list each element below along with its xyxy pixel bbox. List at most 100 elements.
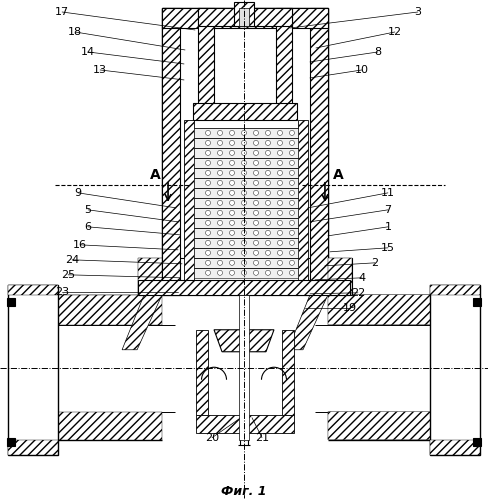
Circle shape xyxy=(278,200,283,205)
Circle shape xyxy=(278,150,283,156)
Circle shape xyxy=(278,230,283,235)
Text: 23: 23 xyxy=(55,287,69,297)
Polygon shape xyxy=(196,330,208,414)
Circle shape xyxy=(218,180,223,186)
Bar xyxy=(473,298,481,306)
Circle shape xyxy=(265,250,270,256)
Circle shape xyxy=(278,260,283,266)
Circle shape xyxy=(242,130,246,136)
Circle shape xyxy=(205,220,210,226)
Polygon shape xyxy=(239,8,249,26)
Polygon shape xyxy=(298,120,308,285)
Circle shape xyxy=(278,180,283,186)
Circle shape xyxy=(289,250,294,256)
Polygon shape xyxy=(196,414,294,432)
Circle shape xyxy=(242,250,246,256)
Circle shape xyxy=(218,240,223,246)
Circle shape xyxy=(265,270,270,276)
Circle shape xyxy=(229,180,235,186)
Text: 19: 19 xyxy=(343,303,357,313)
Circle shape xyxy=(242,220,246,226)
Circle shape xyxy=(229,250,235,256)
Text: 11: 11 xyxy=(381,188,395,198)
Circle shape xyxy=(253,190,259,196)
Circle shape xyxy=(242,150,246,156)
Text: 16: 16 xyxy=(73,240,87,250)
Circle shape xyxy=(289,220,294,226)
Circle shape xyxy=(242,210,246,216)
Circle shape xyxy=(289,160,294,166)
Text: 20: 20 xyxy=(205,432,219,442)
Circle shape xyxy=(265,140,270,145)
Circle shape xyxy=(242,180,246,186)
Polygon shape xyxy=(8,440,58,454)
Text: 8: 8 xyxy=(374,47,382,57)
Polygon shape xyxy=(193,103,297,120)
Circle shape xyxy=(205,190,210,196)
Polygon shape xyxy=(138,280,350,295)
Circle shape xyxy=(229,130,235,136)
Polygon shape xyxy=(194,218,298,228)
Circle shape xyxy=(253,260,259,266)
Circle shape xyxy=(242,160,246,166)
Circle shape xyxy=(218,170,223,175)
Circle shape xyxy=(242,190,246,196)
Circle shape xyxy=(289,190,294,196)
Circle shape xyxy=(218,210,223,216)
Circle shape xyxy=(265,220,270,226)
Circle shape xyxy=(205,230,210,235)
Circle shape xyxy=(229,220,235,226)
Circle shape xyxy=(205,160,210,166)
Polygon shape xyxy=(138,258,162,295)
Polygon shape xyxy=(288,295,328,350)
Text: 25: 25 xyxy=(61,270,75,280)
Circle shape xyxy=(265,240,270,246)
Circle shape xyxy=(218,260,223,266)
Circle shape xyxy=(278,130,283,136)
Text: A: A xyxy=(332,168,344,182)
Circle shape xyxy=(253,270,259,276)
Text: 21: 21 xyxy=(255,432,269,442)
Text: 18: 18 xyxy=(68,27,82,37)
Circle shape xyxy=(265,160,270,166)
Circle shape xyxy=(242,200,246,205)
Text: 3: 3 xyxy=(414,7,421,17)
Circle shape xyxy=(229,230,235,235)
Polygon shape xyxy=(194,268,298,278)
Circle shape xyxy=(289,230,294,235)
Circle shape xyxy=(205,140,210,145)
Polygon shape xyxy=(328,258,352,295)
Circle shape xyxy=(218,140,223,145)
Circle shape xyxy=(205,170,210,175)
Polygon shape xyxy=(194,188,298,198)
Polygon shape xyxy=(194,228,298,238)
Circle shape xyxy=(289,240,294,246)
Text: A: A xyxy=(150,168,161,182)
Polygon shape xyxy=(328,412,473,440)
Polygon shape xyxy=(234,2,254,26)
Circle shape xyxy=(218,270,223,276)
Circle shape xyxy=(253,140,259,145)
Circle shape xyxy=(229,140,235,145)
Circle shape xyxy=(218,130,223,136)
Circle shape xyxy=(229,190,235,196)
Bar xyxy=(7,438,15,446)
Text: 4: 4 xyxy=(358,273,366,283)
Circle shape xyxy=(242,230,246,235)
Polygon shape xyxy=(194,198,298,208)
Circle shape xyxy=(229,210,235,216)
Polygon shape xyxy=(276,8,292,108)
Circle shape xyxy=(229,200,235,205)
Polygon shape xyxy=(194,128,298,138)
Text: 15: 15 xyxy=(381,243,395,253)
Circle shape xyxy=(278,220,283,226)
Circle shape xyxy=(289,170,294,175)
Circle shape xyxy=(265,130,270,136)
Circle shape xyxy=(289,270,294,276)
Circle shape xyxy=(229,240,235,246)
Circle shape xyxy=(229,170,235,175)
Polygon shape xyxy=(15,295,162,325)
Polygon shape xyxy=(194,208,298,218)
Polygon shape xyxy=(194,258,298,268)
Circle shape xyxy=(253,210,259,216)
